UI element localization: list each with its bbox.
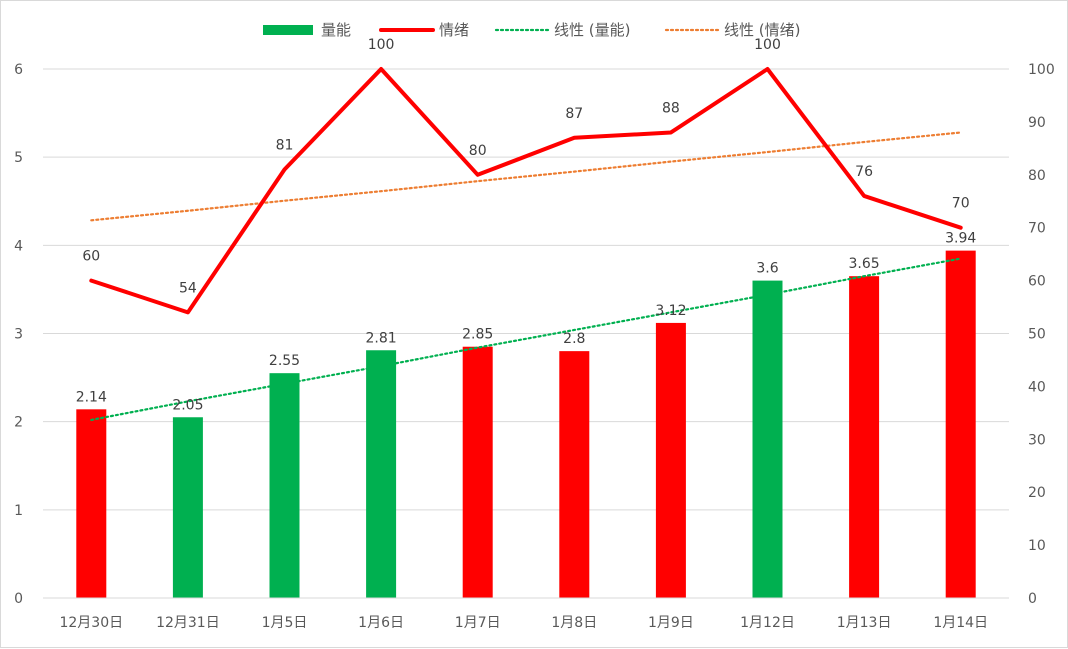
volume-bar [76, 409, 106, 598]
emotion-data-label: 81 [276, 138, 294, 154]
emotion-data-label: 70 [952, 196, 970, 212]
volume-bar [463, 347, 493, 598]
x-axis: 12月30日 12月31日 1月5日 1月6日 1月7日 1月8日 1月9日 1月12日 1月1… [43, 598, 1009, 631]
legend-swatch [263, 25, 313, 35]
emotion-data-label: 88 [662, 100, 680, 116]
x-axis-tick-label: 1月9日 [648, 615, 694, 631]
right-axis-tick-label: 70 [1028, 221, 1046, 237]
volume-data-label: 3.94 [945, 231, 976, 247]
legend: 量能 情绪 线性 (量能) 线性 (情绪) [263, 21, 800, 39]
left-axis-tick-label: 2 [14, 415, 23, 431]
x-axis-tick-label: 12月30日 [59, 615, 123, 631]
left-axis-tick-label: 3 [14, 327, 23, 343]
emotion-line [91, 69, 960, 312]
x-axis-tick-label: 1月13日 [837, 615, 892, 631]
left-axis-tick-label: 0 [14, 591, 23, 607]
volume-trendline [91, 259, 960, 420]
left-axis-tick-label: 6 [14, 62, 23, 78]
volume-bar [946, 251, 976, 598]
volume-bar [753, 281, 783, 598]
legend-label: 线性 (情绪) [724, 21, 800, 39]
volume-data-label: 3.6 [756, 261, 778, 277]
x-axis-tick-label: 1月5日 [262, 615, 308, 631]
legend-item: 线性 (情绪) [666, 21, 800, 39]
x-axis-tick-label: 1月7日 [455, 615, 501, 631]
emotion-data-label: 87 [565, 106, 583, 122]
volume-data-label: 3.12 [655, 303, 686, 319]
left-axis-tick-label: 1 [14, 503, 23, 519]
legend-item: 量能 [263, 21, 351, 39]
right-axis-tick-label: 10 [1028, 538, 1046, 554]
right-axis-tick-label: 80 [1028, 168, 1046, 184]
trendlines [91, 132, 960, 419]
x-axis-tick-label: 1月12日 [740, 615, 795, 631]
emotion-data-label: 60 [82, 249, 100, 265]
right-axis-tick-label: 60 [1028, 274, 1046, 290]
volume-bar [559, 351, 589, 598]
left-axis: 0 1 2 3 4 5 6 [14, 62, 23, 607]
legend-label: 情绪 [439, 21, 469, 39]
right-axis-tick-label: 30 [1028, 432, 1046, 448]
right-axis-tick-label: 50 [1028, 327, 1046, 343]
right-axis-tick-label: 40 [1028, 379, 1046, 395]
right-axis-tick-label: 0 [1028, 591, 1037, 607]
emotion-data-label: 76 [855, 164, 873, 180]
emotion-trendline [91, 132, 960, 220]
volume-bar [270, 373, 300, 598]
emotion-data-label: 80 [469, 143, 487, 159]
volume-data-label: 3.65 [849, 256, 880, 272]
emotion-line-series [91, 69, 961, 313]
data-labels: 2.14 2.05 2.55 2.81 2.85 2.8 3.12 3.6 3.65 3.94 60… [76, 37, 977, 413]
right-axis: 0 10 20 30 40 50 60 70 80 90 100 [1028, 62, 1055, 607]
volume-data-label: 2.05 [172, 397, 203, 413]
volume-bar [366, 350, 396, 598]
emotion-data-label: 100 [754, 37, 781, 53]
legend-item: 线性 (量能) [496, 21, 630, 39]
x-axis-tick-label: 12月31日 [156, 615, 220, 631]
volume-data-label: 2.85 [462, 327, 493, 343]
x-axis-tick-label: 1月14日 [933, 615, 988, 631]
right-axis-tick-label: 90 [1028, 115, 1046, 131]
x-axis-tick-label: 1月6日 [358, 615, 404, 631]
volume-data-label: 2.8 [563, 331, 585, 347]
right-axis-tick-label: 100 [1028, 62, 1055, 78]
left-axis-tick-label: 5 [14, 150, 23, 166]
volume-bar [849, 276, 879, 598]
volume-bar [656, 323, 686, 598]
emotion-data-label: 100 [368, 37, 395, 53]
legend-label: 量能 [321, 21, 351, 39]
x-axis-tick-label: 1月8日 [551, 615, 597, 631]
legend-label: 线性 (量能) [554, 21, 630, 39]
left-axis-tick-label: 4 [14, 238, 23, 254]
emotion-data-label: 54 [179, 280, 197, 296]
bars-series [76, 251, 975, 598]
volume-data-label: 2.55 [269, 353, 300, 369]
volume-bar [173, 417, 203, 598]
volume-data-label: 2.81 [366, 330, 397, 346]
right-axis-tick-label: 20 [1028, 485, 1046, 501]
volume-data-label: 2.14 [76, 389, 107, 405]
